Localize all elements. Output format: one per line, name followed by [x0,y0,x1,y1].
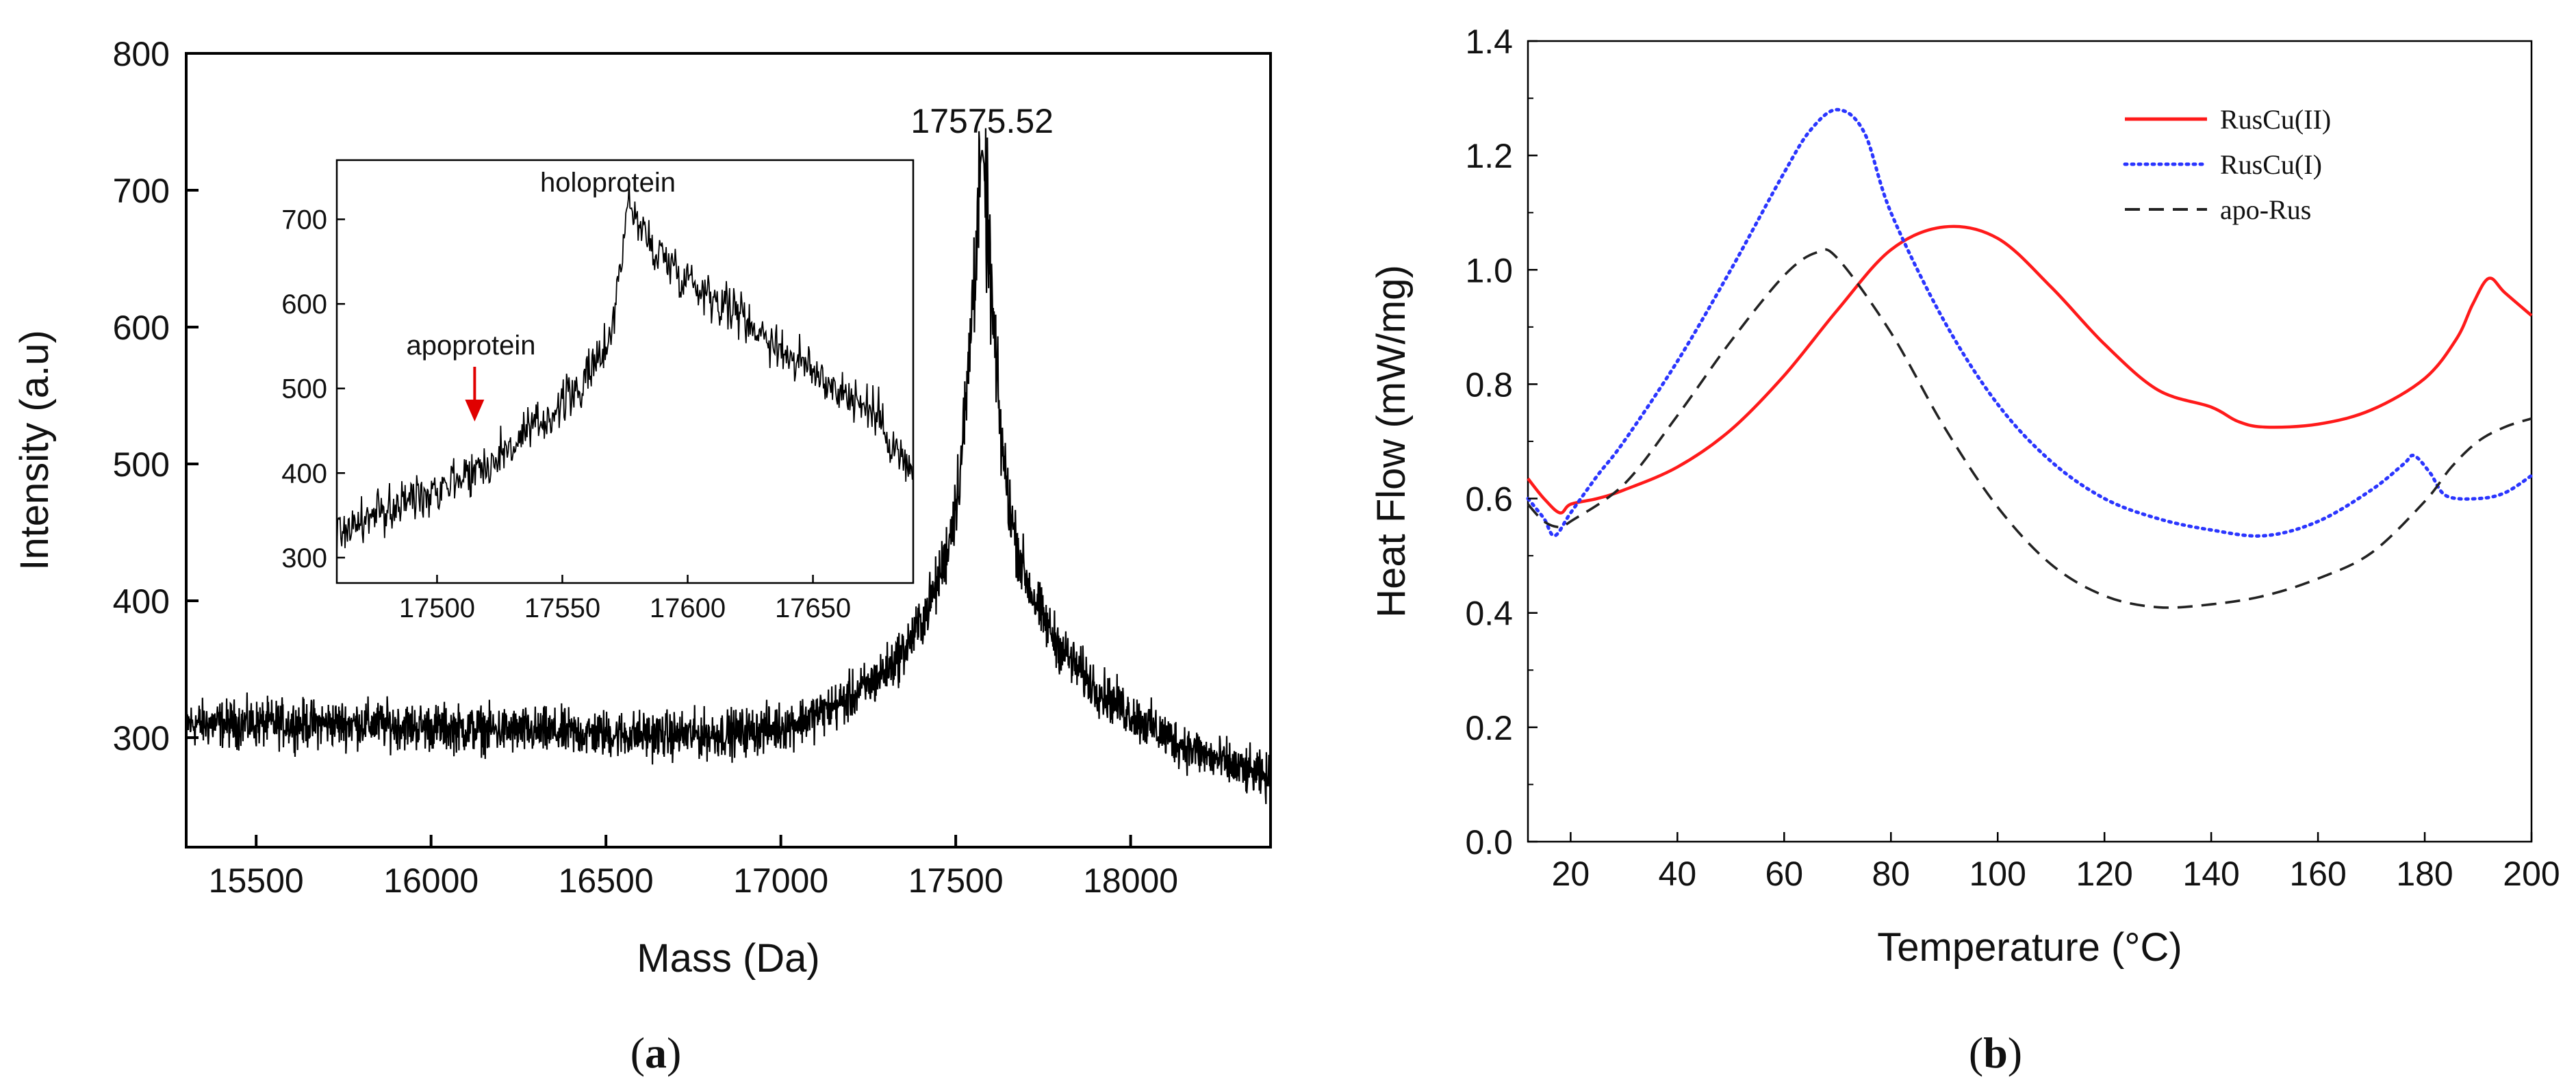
x-tick-label: 16000 [383,862,479,900]
y-tick-label: 700 [113,172,170,210]
caption-letter: b [1983,1028,2008,1077]
inset-x-tick-label: 17650 [775,593,851,623]
y-tick-label: 400 [113,582,170,621]
y-tick-label: 600 [113,309,170,347]
y-tick-label: 0.8 [1465,365,1513,404]
series-line-apo-rus [1527,248,2532,609]
spectrum-line [185,128,1272,806]
x-tick-label: 140 [2182,855,2239,893]
x-tick-label: 160 [2289,855,2346,893]
y-tick-label: 0.2 [1465,709,1513,747]
x-tick-label: 180 [2396,855,2453,893]
inset-spectrum-line [336,183,914,555]
y-tick-label: 0.4 [1465,595,1513,633]
y-tick-label: 1.0 [1465,251,1513,289]
x-axis-ticks: 20 40 60 80 100 120 140 160 180 200 [1552,832,2560,893]
legend-item-apo-rus: apo-Rus [2125,194,2311,225]
inset-x-tick-label: 17600 [650,593,726,623]
legend: RusCu(II) RusCu(I) apo-Rus [2123,104,2331,225]
x-tick-label: 100 [1969,855,2026,893]
apoprotein-annotation: apoprotein [406,331,535,361]
inset-zoom-plot: 17500 17550 17600 17650 300 400 500 600 700 hol… [281,159,915,623]
caption-open-paren: ( [630,1028,645,1077]
x-tick-label: 17500 [908,862,1004,900]
inset-y-tick-label: 700 [281,205,327,235]
caption-close-paren: ) [667,1028,681,1077]
peak-mass-label: 17575.52 [910,102,1054,140]
inset-x-tick-label: 17500 [399,593,475,623]
series-line-ruscu-ii [1527,224,2533,515]
x-tick-label: 80 [1872,855,1910,893]
caption-letter: a [645,1028,667,1077]
legend-label: RusCu(II) [2220,104,2331,135]
y-tick-label: 500 [113,445,170,484]
inset-frame [335,159,915,584]
legend-label: apo-Rus [2220,194,2311,225]
inset-y-axis-ticks: 300 400 500 600 700 [281,205,345,573]
holoprotein-annotation: holoprotein [540,168,676,198]
inset-x-axis-ticks: 17500 17550 17600 17650 [399,575,851,623]
x-tick-label: 17000 [733,862,828,900]
inset-y-tick-label: 400 [281,458,327,489]
x-tick-label: 20 [1552,855,1590,893]
panel-a-mass-spectrum: 17575.52 15500 16000 16500 17000 17500 18000 … [12,35,1272,1077]
x-tick-label: 200 [2503,855,2560,893]
x-tick-label: 18000 [1083,862,1178,900]
caption-close-paren: ) [2008,1028,2022,1077]
x-axis-title: Mass (Da) [637,936,819,981]
apoprotein-arrow-icon [465,367,485,422]
series-line-ruscu-i [1526,107,2534,538]
x-tick-label: 16500 [559,862,654,900]
y-axis-title: Intensity (a.u) [12,330,57,570]
heat-flow-series-group [1526,107,2534,609]
plot-area-frame [185,52,1272,849]
y-tick-label: 800 [113,35,170,73]
legend-item-ruscu-i: RusCu(I) [2123,149,2322,180]
y-tick-label: 1.2 [1465,137,1513,175]
y-tick-label: 0.6 [1465,480,1513,519]
x-tick-label: 15500 [209,862,304,900]
x-tick-label: 40 [1659,855,1697,893]
caption-open-paren: ( [1969,1028,1983,1077]
y-tick-label: 0.0 [1465,823,1513,862]
caption-b: (b) [1969,1028,2022,1077]
inset-y-tick-label: 300 [281,543,327,573]
legend-label: RusCu(I) [2220,149,2322,180]
inset-y-tick-label: 600 [281,289,327,320]
arrow-head [465,400,485,422]
caption-a: (a) [630,1028,682,1077]
panel-b-heat-flow: 20 40 60 80 100 120 140 160 180 200 0.00.20.40.60… [1369,23,2560,1077]
x-tick-label: 120 [2076,855,2132,893]
x-axis-ticks: 15500 16000 16500 17000 17500 18000 [209,835,1178,900]
spectrum-series-group [185,128,1272,806]
x-tick-label: 60 [1765,855,1803,893]
inset-y-tick-label: 500 [281,374,327,404]
inset-x-tick-label: 17550 [524,593,600,623]
y-axis-ticks: 0.0 0.2 0.4 0.6 0.8 1.0 1.2 1.4 [1465,23,1538,862]
x-axis-title: Temperature (°C) [1877,925,2182,970]
y-tick-label: 300 [113,719,170,757]
legend-item-ruscu-ii: RusCu(II) [2125,104,2331,135]
y-axis-ticks: 300 400 500 600 700 800 [113,35,199,757]
y-tick-label: 1.4 [1465,23,1513,61]
y-axis-title: Heat Flow (mW/mg) [1369,265,1414,618]
